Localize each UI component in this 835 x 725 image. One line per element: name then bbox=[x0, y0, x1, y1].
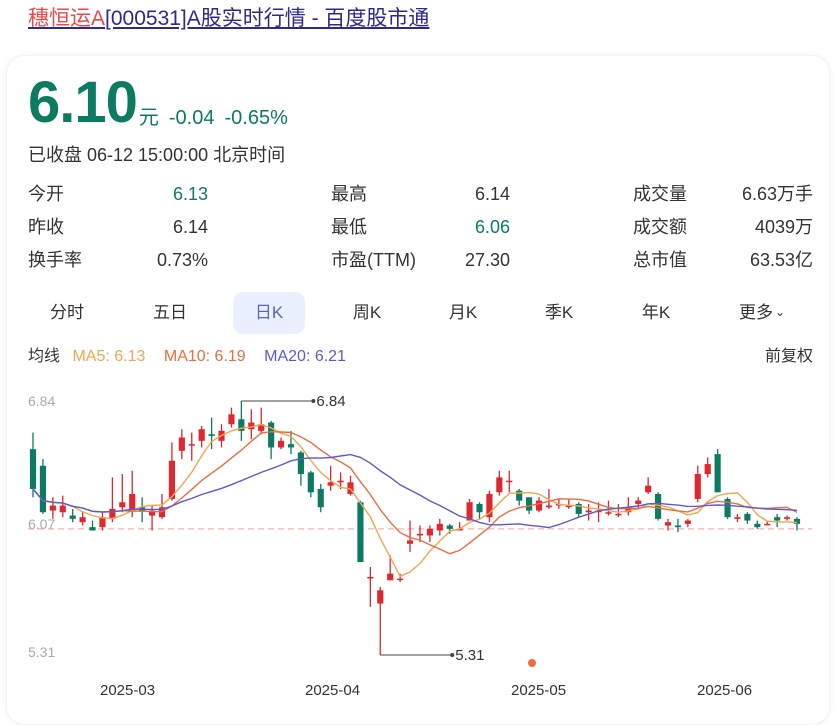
stat-label: 换手率 bbox=[28, 250, 82, 270]
stat-low: 最低 6.06 bbox=[331, 211, 510, 243]
tab-daily-k[interactable]: 日K bbox=[233, 292, 305, 334]
chevron-down-icon: ⌄ bbox=[774, 305, 786, 319]
stat-volume: 成交量 6.63万手 bbox=[633, 178, 813, 210]
stat-value: 4039万 bbox=[754, 217, 813, 237]
y-tick-mid: 6.07 bbox=[28, 516, 55, 532]
ma-label: 均线 bbox=[28, 348, 61, 365]
ma20-value: MA20: 6.21 bbox=[264, 348, 346, 365]
stat-label: 今开 bbox=[28, 184, 64, 204]
x-tick-2025-06: 2025-06 bbox=[697, 682, 752, 699]
stat-turnover-rate: 换手率 0.73% bbox=[28, 244, 208, 276]
annotations: 6.84 5.31 bbox=[241, 393, 484, 664]
stat-value: 27.30 bbox=[464, 250, 510, 270]
stat-open: 今开 6.13 bbox=[28, 178, 208, 210]
tab-quarterly-k[interactable]: 季K bbox=[544, 303, 574, 322]
price-adjust-selector[interactable]: 前复权 bbox=[764, 348, 813, 365]
stat-label: 最低 bbox=[331, 217, 367, 237]
current-price: 6.10 bbox=[28, 70, 138, 135]
stat-turnover-amount: 成交额 4039万 bbox=[633, 211, 813, 243]
stat-value: 6.63万手 bbox=[741, 184, 813, 204]
price-change: -0.04 bbox=[168, 107, 215, 129]
event-marker-dot[interactable] bbox=[528, 659, 536, 667]
tab-intraday[interactable]: 分时 bbox=[50, 303, 84, 322]
stat-label: 最高 bbox=[331, 184, 367, 204]
market-status: 已收盘 06-12 15:00:00 北京时间 bbox=[28, 145, 286, 165]
price-change-pct: -0.65% bbox=[224, 107, 288, 129]
page-title-link[interactable]: 穗恒运A[000531]A股实时行情 - 百度股市通 bbox=[28, 4, 429, 34]
tab-weekly-k[interactable]: 周K bbox=[352, 303, 382, 322]
min-price-annotation: 5.31 bbox=[455, 647, 484, 664]
stat-label: 成交额 bbox=[633, 217, 687, 237]
ma10-value: MA10: 6.19 bbox=[163, 348, 246, 365]
candles bbox=[29, 401, 801, 655]
x-tick-2025-05: 2025-05 bbox=[511, 682, 566, 699]
tab-more[interactable]: 更多 ⌄ bbox=[722, 292, 802, 334]
stat-label: 昨收 bbox=[28, 217, 64, 237]
tab-monthly-k[interactable]: 月K bbox=[448, 303, 478, 322]
stat-value: 6.13 bbox=[172, 184, 208, 204]
stat-value: 63.53亿 bbox=[749, 250, 813, 270]
stat-value: 6.14 bbox=[172, 217, 208, 237]
stat-label: 市盈(TTM) bbox=[331, 250, 416, 270]
stat-label: 成交量 bbox=[633, 184, 687, 204]
ma10-line bbox=[32, 430, 798, 555]
tab-yearly-k[interactable]: 年K bbox=[641, 303, 671, 322]
stat-value: 6.06 bbox=[474, 217, 510, 237]
ma20-line bbox=[32, 453, 798, 529]
stat-label: 总市值 bbox=[633, 250, 687, 270]
price-row: 6.10 元 -0.04 -0.65% bbox=[28, 74, 288, 132]
ma5-line bbox=[32, 423, 798, 578]
kline-chart[interactable]: 6.84 6.07 5.31 6.845.31 2025-03 2025-04 … bbox=[0, 380, 835, 717]
period-tabs: 分时 五日 日K 周K 月K 季K 年K 更多 ⌄ bbox=[0, 292, 835, 334]
ma-lines bbox=[32, 423, 798, 578]
tab-five-day[interactable]: 五日 bbox=[153, 303, 187, 322]
stat-high: 最高 6.14 bbox=[331, 178, 510, 210]
stock-name[interactable]: 穗恒运A bbox=[28, 7, 106, 30]
ma-legend: 均线 MA5: 6.13 MA10: 6.19 MA20: 6.21 前复权 bbox=[28, 345, 813, 369]
stat-prev-close: 昨收 6.14 bbox=[28, 211, 208, 243]
stat-pe-ttm: 市盈(TTM) 27.30 bbox=[331, 244, 510, 276]
ma5-value: MA5: 6.13 bbox=[72, 348, 146, 365]
x-tick-2025-03: 2025-03 bbox=[100, 682, 155, 699]
tab-more-label: 更多 bbox=[738, 303, 773, 322]
page-title-rest[interactable]: [000531]A股实时行情 - 百度股市通 bbox=[105, 7, 430, 30]
x-tick-2025-04: 2025-04 bbox=[305, 682, 360, 699]
y-tick-max: 6.84 bbox=[28, 393, 55, 409]
stat-market-cap: 总市值 63.53亿 bbox=[633, 244, 813, 276]
y-tick-min: 5.31 bbox=[28, 644, 55, 660]
stock-card bbox=[6, 55, 830, 725]
price-unit: 元 bbox=[138, 107, 159, 129]
stat-value: 6.14 bbox=[474, 184, 510, 204]
max-price-annotation: 6.84 bbox=[316, 393, 345, 410]
stat-value: 0.73% bbox=[156, 250, 208, 270]
